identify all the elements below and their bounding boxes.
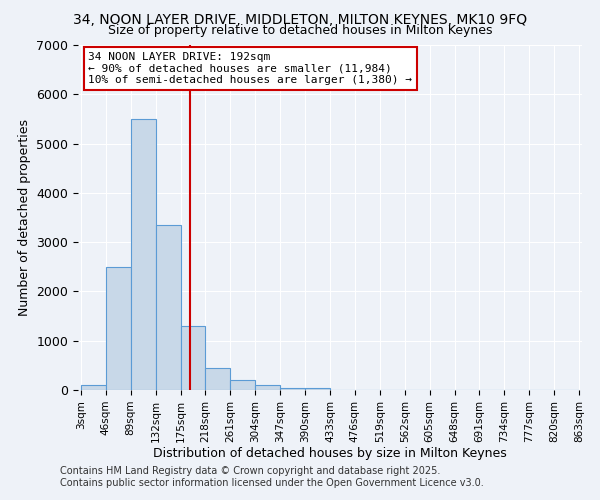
Bar <box>230 380 255 390</box>
Text: 34 NOON LAYER DRIVE: 192sqm
← 90% of detached houses are smaller (11,984)
10% of: 34 NOON LAYER DRIVE: 192sqm ← 90% of det… <box>88 52 412 85</box>
X-axis label: Distribution of detached houses by size in Milton Keynes: Distribution of detached houses by size … <box>153 448 507 460</box>
Bar <box>181 326 205 390</box>
Bar <box>280 388 305 390</box>
Bar <box>205 368 230 390</box>
Bar <box>305 388 330 390</box>
Bar <box>131 119 155 390</box>
Text: Size of property relative to detached houses in Milton Keynes: Size of property relative to detached ho… <box>108 24 492 37</box>
Text: 34, NOON LAYER DRIVE, MIDDLETON, MILTON KEYNES, MK10 9FQ: 34, NOON LAYER DRIVE, MIDDLETON, MILTON … <box>73 12 527 26</box>
Bar <box>255 385 280 390</box>
Bar <box>81 385 106 390</box>
Y-axis label: Number of detached properties: Number of detached properties <box>18 119 31 316</box>
Bar <box>106 267 131 390</box>
Bar <box>155 225 181 390</box>
Text: Contains HM Land Registry data © Crown copyright and database right 2025.
Contai: Contains HM Land Registry data © Crown c… <box>60 466 484 487</box>
